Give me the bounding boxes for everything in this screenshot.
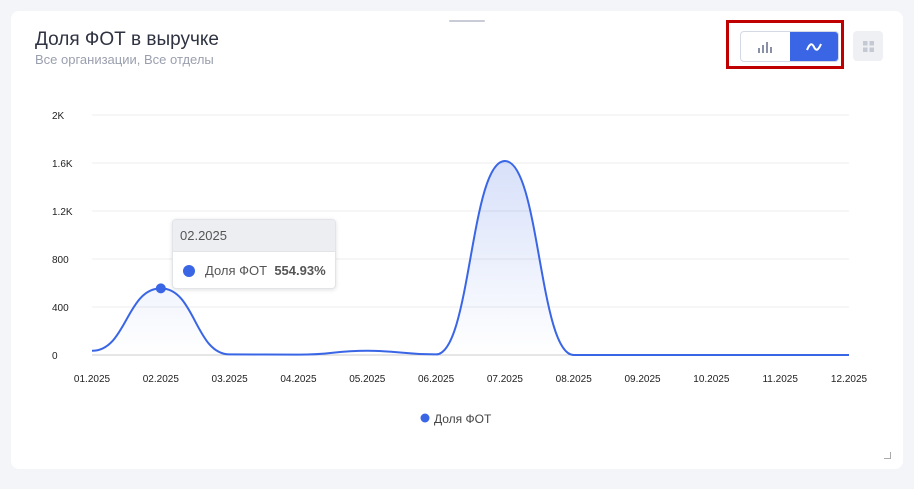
x-tick-label: 02.2025 [143,374,180,385]
x-tick-label: 01.2025 [74,374,111,385]
tooltip-value: 554.93% [274,263,326,278]
y-tick-label: 0 [52,351,58,362]
chart-title: Доля ФОТ в выручке [35,29,219,50]
x-tick-label: 04.2025 [280,374,317,385]
grid-icon [862,40,874,52]
tooltip: 02.2025 Доля ФОТ 554.93% [172,219,336,289]
x-tick-label: 09.2025 [624,374,661,385]
legend-marker [420,413,430,423]
x-tick-label: 12.2025 [831,374,868,385]
x-tick-label: 06.2025 [418,374,455,385]
resize-handle[interactable] [884,452,891,459]
series-line [91,159,849,357]
bar-chart-button[interactable] [741,32,790,61]
chart-card: Доля ФОТ в выручке Все организации, Все … [11,11,903,469]
y-tick-label: 800 [52,255,69,266]
x-tick-label: 07.2025 [487,374,524,385]
x-tick-label: 08.2025 [556,374,593,385]
x-tick-label: 05.2025 [349,374,386,385]
tooltip-marker [183,264,195,277]
x-tick-label: 10.2025 [693,374,730,385]
legend-label[interactable]: Доля ФОТ [434,412,492,426]
line-chart-icon [805,42,822,51]
x-tick-label: 11.2025 [762,374,798,385]
y-tick-label: 1.2K [52,207,73,218]
tooltip-series: Доля ФОТ [205,263,268,278]
widget-menu-button[interactable] [853,31,883,61]
data-point[interactable] [155,283,166,294]
chart-type-toggle[interactable] [740,31,839,62]
tooltip-title: 02.2025 [173,220,335,252]
bar-chart-icon [758,41,773,53]
drag-handle[interactable] [449,20,485,22]
x-tick-label: 03.2025 [212,374,249,385]
y-tick-label: 2K [52,111,65,122]
highlight-box [726,20,844,69]
chart-subtitle: Все организации, Все отделы [35,52,214,67]
line-chart-button[interactable] [789,32,838,61]
y-tick-label: 1.6K [52,159,73,170]
y-tick-label: 400 [52,303,69,314]
